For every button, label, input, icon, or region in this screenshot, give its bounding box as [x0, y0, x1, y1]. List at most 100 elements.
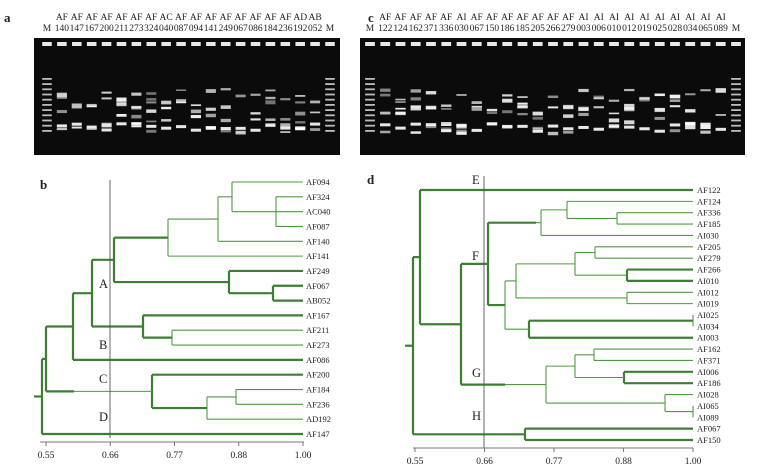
dna-band [441, 108, 452, 110]
lane-label-top: AI [716, 13, 726, 23]
marker-band [365, 78, 375, 80]
marker-band [365, 109, 375, 111]
marker-band [365, 114, 375, 117]
marker-band [325, 93, 335, 96]
dna-band [456, 131, 467, 135]
dna-band [502, 98, 513, 103]
lane-label-top: AI [624, 13, 634, 23]
lane-label-top: AF [264, 13, 276, 23]
lane-label-top: AI [670, 13, 680, 23]
leaf-label: AI030 [697, 230, 719, 240]
dna-band [190, 128, 202, 132]
lane-label-top: AF [71, 13, 83, 23]
dna-band [220, 127, 231, 131]
dna-band [190, 109, 202, 114]
gel-well [548, 42, 558, 46]
marker-band [325, 119, 335, 122]
lane-label-top: AF [547, 13, 559, 23]
dna-band [101, 97, 112, 100]
dna-band [395, 98, 406, 101]
axis-tick-label: 0.66 [102, 451, 119, 461]
dna-band [593, 106, 604, 109]
dna-band [410, 89, 421, 93]
group-label-b: B [99, 338, 107, 352]
leaf-label: AF266 [697, 265, 721, 275]
marker-band [731, 130, 741, 132]
lane-label-bottom: 249 [219, 24, 234, 34]
lane-label-top: AI [609, 13, 619, 23]
lane-label-top: AF [220, 13, 232, 23]
dna-band [146, 129, 157, 133]
gel-well [578, 42, 589, 46]
lane-label-top: AI [456, 13, 466, 23]
gel-well [235, 42, 246, 46]
lane-label-bottom: 185 [515, 24, 530, 34]
dendrogram-b [34, 181, 303, 436]
lane-label-bottom: 065 [698, 24, 713, 34]
lane-label-bottom: 124 [393, 24, 408, 34]
dna-band [280, 131, 291, 133]
lane-label-bottom: 019 [637, 24, 652, 34]
dna-band [235, 94, 246, 98]
dna-band [280, 98, 291, 101]
lane-label-bottom: 371 [424, 24, 439, 34]
dna-band [190, 104, 202, 107]
dna-band [517, 96, 528, 98]
dna-band [532, 128, 543, 131]
lane-label-top: AF [562, 13, 574, 23]
gel-well [220, 42, 231, 46]
marker-band [365, 130, 375, 132]
lane-label-bottom: 147 [70, 24, 85, 34]
dna-band [280, 126, 291, 130]
dna-band [250, 93, 261, 96]
dna-band [220, 88, 231, 91]
gel-well [380, 42, 391, 46]
dna-band [425, 123, 437, 127]
dna-band [669, 99, 681, 102]
axis-tick-label: 1.00 [685, 457, 702, 467]
dna-band [685, 93, 696, 96]
dna-band [161, 106, 172, 110]
gel-well [456, 42, 467, 46]
dna-band [669, 105, 681, 108]
marker-band [731, 114, 741, 117]
dna-band [71, 103, 82, 107]
gel-well [280, 42, 291, 46]
dna-band [175, 125, 187, 129]
dna-band [441, 123, 452, 126]
lane-label-top: AF [394, 13, 406, 23]
lane-label-top: AI [594, 13, 604, 23]
marker-band [731, 88, 741, 91]
leaf-label: AF211 [306, 325, 329, 335]
leaf-label: AF249 [306, 266, 330, 276]
dna-band [56, 127, 67, 130]
dna-band [250, 128, 261, 132]
dna-band [502, 124, 513, 128]
leaf-label: AF150 [697, 435, 721, 445]
gel-well [206, 42, 216, 46]
dna-band [456, 123, 467, 127]
dna-band [380, 88, 391, 92]
marker-band [731, 93, 741, 96]
gel-a [34, 38, 340, 155]
dna-band [116, 97, 127, 102]
marker-band [42, 83, 52, 85]
lane-label-top: AF [425, 13, 437, 23]
dna-band [265, 100, 276, 105]
gel-well [325, 42, 335, 46]
dna-band [56, 96, 67, 99]
leaf-label: AF185 [697, 219, 721, 229]
axis-tick-label: 0.55 [407, 457, 424, 467]
leaf-label: AF200 [306, 370, 330, 380]
dna-band [395, 111, 406, 115]
lane-label-bottom: 067 [234, 24, 249, 34]
lane-label-bottom: M [326, 24, 335, 34]
dna-band [220, 118, 231, 123]
lane-label-bottom: 067 [470, 24, 485, 34]
dna-band [190, 115, 202, 119]
lane-label-bottom: M [366, 24, 375, 34]
dna-band [131, 114, 142, 119]
gel-well [57, 42, 67, 46]
leaf-label: AI010 [697, 276, 719, 286]
